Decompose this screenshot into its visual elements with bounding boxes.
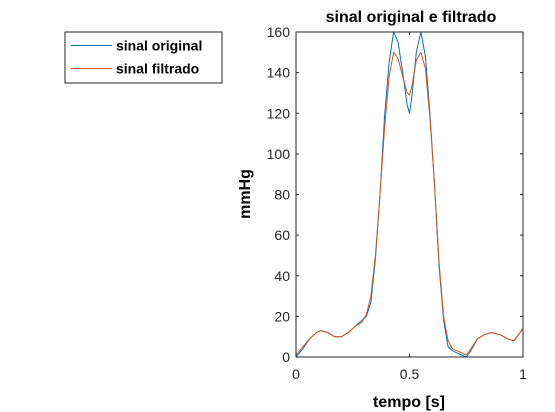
y-tick-label: 100 — [267, 146, 291, 162]
y-tick-label: 140 — [267, 65, 291, 81]
legend-box — [64, 31, 223, 84]
legend-label-sinal-filtrado: sinal filtrado — [116, 61, 199, 77]
y-axis-label: mmHg — [237, 169, 254, 219]
x-axis-label: tempo [s] — [373, 394, 445, 411]
ticks-layer: 0 0.5 1 0 20 40 60 80 100 120 140 160 — [267, 24, 527, 382]
series-layer — [296, 32, 523, 357]
plot-area — [296, 32, 523, 357]
y-tick-label: 80 — [274, 187, 290, 203]
y-tick-label: 40 — [274, 268, 290, 284]
series-line-sinal-filtrado — [296, 51, 523, 356]
y-tick-label: 0 — [282, 349, 290, 365]
x-tick-label: 0 — [292, 366, 300, 382]
y-tick-label: 160 — [267, 24, 291, 40]
y-tick-label: 60 — [274, 227, 290, 243]
y-tick-label: 20 — [274, 308, 290, 324]
y-tick-label: 120 — [267, 105, 291, 121]
legend: sinal original sinal filtrado — [64, 31, 223, 84]
x-tick-label: 1 — [519, 366, 527, 382]
chart-title: sinal original e filtrado — [326, 9, 497, 26]
x-tick-label: 0.5 — [400, 366, 420, 382]
legend-label-sinal-original: sinal original — [116, 38, 202, 54]
